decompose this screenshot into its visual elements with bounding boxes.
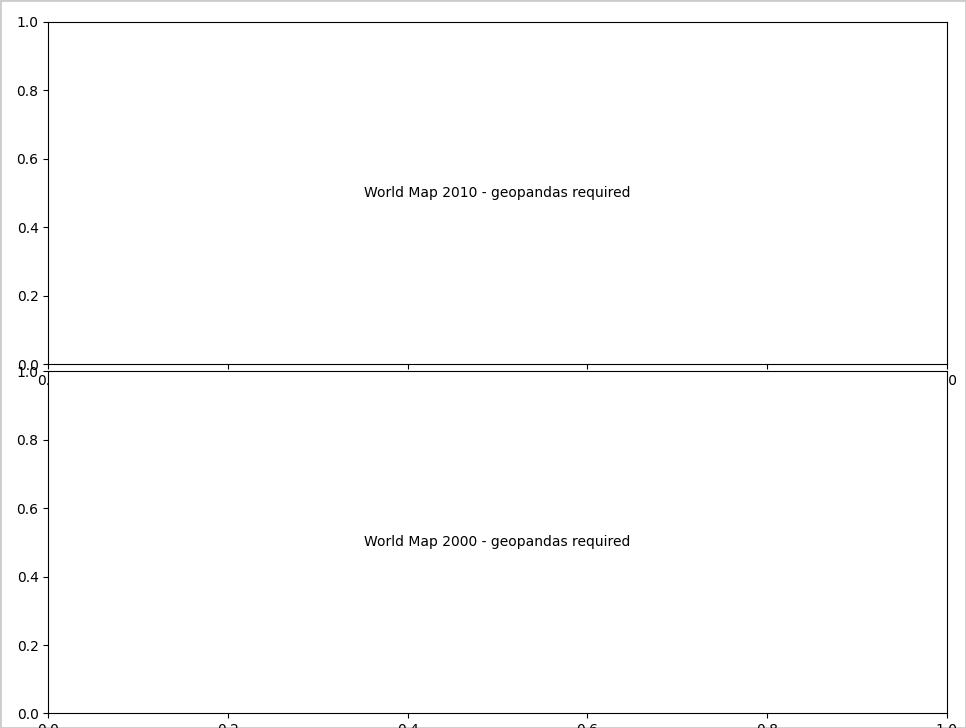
Text: World Map 2000 - geopandas required: World Map 2000 - geopandas required	[364, 535, 631, 550]
Text: World Map 2010 - geopandas required: World Map 2010 - geopandas required	[364, 186, 631, 200]
